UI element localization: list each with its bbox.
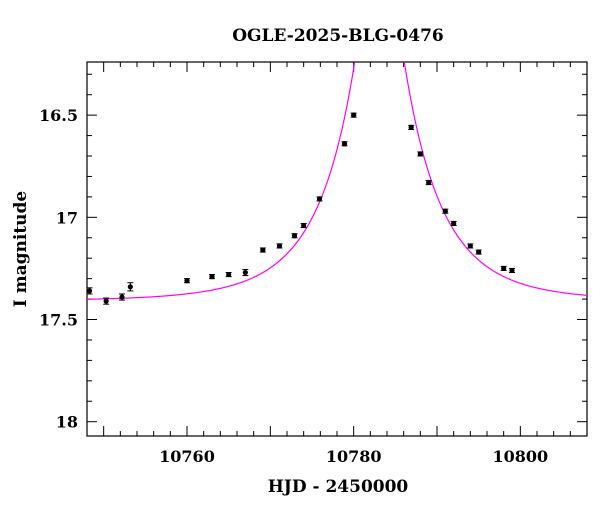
data-point: [316, 196, 323, 202]
data-point: [467, 243, 474, 249]
y-tick-label: 17: [56, 208, 78, 227]
data-point: [300, 222, 307, 229]
data-point: [259, 247, 266, 253]
y-tick-labels: 16.5 17 17.5 18: [39, 106, 78, 432]
data-point: [509, 267, 515, 274]
data-point: [341, 141, 348, 147]
data-point: [291, 233, 298, 239]
data-point: [86, 287, 93, 295]
model-curve: [87, 62, 587, 300]
plot-frame: [86, 61, 588, 437]
data-point: [500, 265, 507, 272]
y-tick-label: 16.5: [39, 106, 78, 125]
x-tick-label: 10800: [492, 447, 548, 466]
tick-marks: [86, 62, 588, 436]
x-tick-label: 10780: [326, 447, 382, 466]
data-point: [425, 179, 432, 186]
data-point: [475, 249, 482, 255]
y-tick-label: 18: [56, 413, 78, 432]
data-point: [450, 220, 457, 227]
x-tick-label: 10760: [159, 447, 215, 466]
data-point: [103, 297, 110, 305]
data-point: [276, 243, 283, 249]
x-axis-label: HJD - 2450000: [268, 477, 409, 497]
data-point: [225, 271, 232, 278]
data-point: [442, 208, 449, 214]
data-point: [242, 268, 249, 277]
y-tick-label: 17.5: [39, 311, 78, 330]
data-point: [408, 124, 415, 130]
data-point: [417, 151, 424, 157]
y-axis-label: I magnitude: [11, 191, 31, 308]
data-point: [127, 282, 134, 292]
chart-title: OGLE-2025-BLG-0476: [232, 26, 444, 46]
model-curve-layer: [87, 62, 587, 300]
data-points-layer: [86, 112, 515, 305]
data-point: [350, 112, 357, 118]
data-point: [209, 273, 215, 280]
data-point: [119, 293, 125, 301]
x-tick-labels: 10760 10780 10800: [159, 447, 548, 466]
data-point: [184, 278, 190, 284]
